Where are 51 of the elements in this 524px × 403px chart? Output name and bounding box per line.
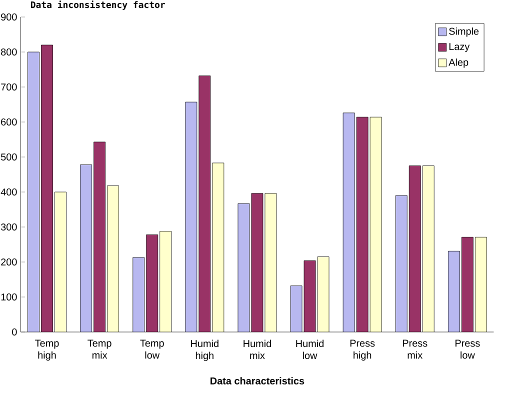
- x-tick-label: Temp high: [35, 340, 59, 361]
- bar: [290, 286, 302, 332]
- y-tick-label: 200: [1, 258, 17, 266]
- y-tick-label: 300: [0, 223, 17, 231]
- x-tick-label: Humid high: [191, 340, 218, 362]
- y-tick-label: 900: [1, 13, 17, 21]
- bar: [107, 186, 119, 332]
- bar: [304, 260, 316, 332]
- legend-label: Lazy: [449, 43, 470, 52]
- chart-title: Data inconsistency factor: [30, 0, 165, 10]
- y-tick-label: 600: [1, 118, 17, 126]
- bar: [318, 256, 330, 332]
- bar: [132, 257, 144, 332]
- legend-label: Simple: [449, 27, 479, 37]
- bar: [370, 117, 382, 332]
- bar: [28, 52, 40, 332]
- legend-label: Alep: [448, 58, 468, 68]
- x-tick-label: Temp low: [140, 340, 164, 359]
- bar: [409, 166, 421, 332]
- x-tick-label: Humid mix: [244, 340, 271, 359]
- x-tick-label: Temp mix: [88, 340, 112, 359]
- bar: [343, 112, 355, 332]
- bar: [356, 117, 368, 332]
- bar: [474, 236, 487, 332]
- bar: [54, 192, 66, 332]
- bar: [212, 162, 224, 332]
- x-tick-label: Press low: [456, 340, 480, 359]
- bar: [198, 76, 210, 332]
- x-axis-title: Data characteristics: [210, 377, 304, 384]
- x-tick-label: Press mix: [402, 340, 428, 359]
- y-tick-label: 700: [1, 83, 17, 91]
- bar: [396, 196, 408, 332]
- y-tick-label: 100: [1, 293, 17, 301]
- y-tick-label: 0: [12, 328, 17, 336]
- x-tick-label: Press high: [350, 340, 375, 361]
- bar: [238, 204, 250, 332]
- y-tick-label: 400: [0, 188, 17, 196]
- y-tick-label: 500: [0, 153, 17, 161]
- y-tick-label: 800: [1, 48, 17, 56]
- bar: [461, 236, 474, 332]
- x-tick-label: Humid low: [296, 340, 324, 360]
- bar: [251, 193, 263, 332]
- bar: [264, 193, 276, 332]
- bar: [448, 250, 460, 332]
- bar: [41, 45, 53, 332]
- bar: [146, 234, 158, 332]
- bar: [94, 142, 106, 332]
- bar: [422, 166, 434, 332]
- bar: [185, 102, 197, 332]
- bar: [160, 231, 172, 332]
- bar: [80, 164, 92, 332]
